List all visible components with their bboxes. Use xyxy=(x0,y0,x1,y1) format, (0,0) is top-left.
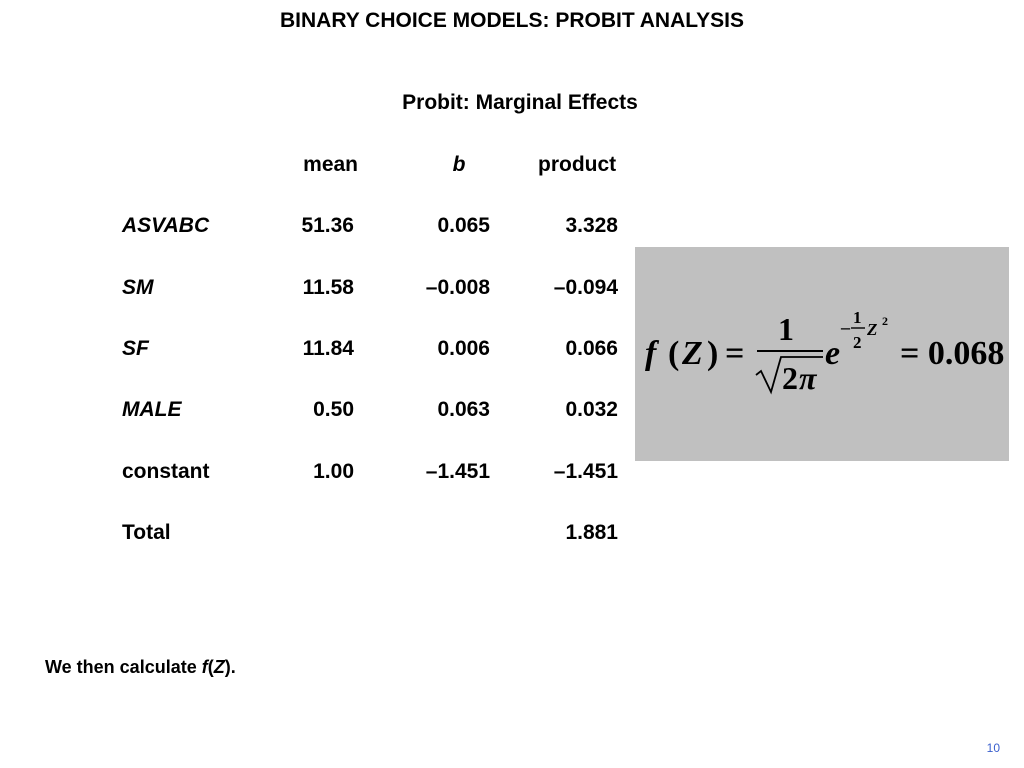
total-label: Total xyxy=(122,521,171,544)
row-product-male: 0.032 xyxy=(565,398,618,421)
formula-equals: = xyxy=(725,335,744,372)
formula-close-paren: ) xyxy=(707,335,718,372)
exponent-numerator: 1 xyxy=(853,308,862,327)
footer-note: We then calculate f(Z). xyxy=(45,657,236,678)
row-label-asvabc: ASVABC xyxy=(122,214,210,237)
row-product-sf: 0.066 xyxy=(565,337,618,360)
row-label-male: MALE xyxy=(122,398,182,421)
row-b-sm: –0.008 xyxy=(425,276,490,299)
row-b-asvabc: 0.065 xyxy=(437,214,490,237)
formula-numerator: 1 xyxy=(778,311,794,347)
row-product-asvabc: 3.328 xyxy=(565,214,618,237)
row-mean-sm: 11.58 xyxy=(302,276,354,299)
row-label-sf: SF xyxy=(122,337,149,360)
footer-close: ). xyxy=(224,657,236,677)
formula-graphic: f ( Z ) = 1 2 π e – 1 2 Z 2 = 0.068 xyxy=(645,308,1004,396)
row-mean-asvabc: 51.36 xyxy=(301,214,354,237)
row-label-sm: SM xyxy=(122,276,154,299)
sqrt-sign xyxy=(755,356,823,395)
slide-title: BINARY CHOICE MODELS: PROBIT ANALYSIS xyxy=(280,9,744,32)
footer-prefix: We then calculate xyxy=(45,657,202,677)
formula-e: e xyxy=(825,335,840,372)
row-mean-male: 0.50 xyxy=(313,398,354,421)
footer-f: f xyxy=(201,657,208,677)
exponent-z: Z xyxy=(866,320,877,339)
formula-pi: π xyxy=(799,360,818,396)
formula-result: = 0.068 xyxy=(900,335,1004,372)
row-b-constant: –1.451 xyxy=(425,460,490,483)
table-subtitle: Probit: Marginal Effects xyxy=(402,91,638,114)
header-b: b xyxy=(452,153,466,176)
exponent-power: 2 xyxy=(882,314,888,328)
formula-f: f xyxy=(645,335,660,372)
row-mean-sf: 11.84 xyxy=(302,337,354,360)
header-mean: mean xyxy=(303,153,358,176)
footer-open: ( xyxy=(207,657,214,677)
header-product: product xyxy=(538,153,617,176)
row-b-sf: 0.006 xyxy=(437,337,490,360)
page-number: 10 xyxy=(986,741,1000,755)
total-product: 1.881 xyxy=(565,521,618,544)
row-label-constant: constant xyxy=(122,460,210,483)
exponent-minus: – xyxy=(840,317,851,337)
formula-box: f ( Z ) = 1 2 π e – 1 2 Z 2 = 0.068 xyxy=(635,247,1009,461)
formula-open-paren: ( xyxy=(668,335,679,372)
formula-two: 2 xyxy=(782,360,798,396)
row-b-male: 0.063 xyxy=(437,398,490,421)
row-product-sm: –0.094 xyxy=(553,276,618,299)
footer-z: Z xyxy=(213,657,225,677)
row-product-constant: –1.451 xyxy=(553,460,618,483)
row-mean-constant: 1.00 xyxy=(313,460,354,483)
formula-z: Z xyxy=(681,335,703,372)
exponent-denominator: 2 xyxy=(853,333,862,352)
